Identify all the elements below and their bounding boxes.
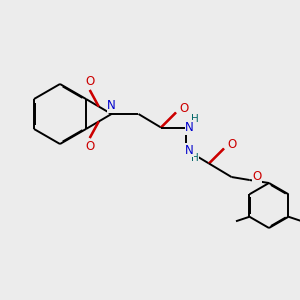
Text: O: O bbox=[252, 170, 262, 183]
Text: N: N bbox=[185, 121, 194, 134]
Text: O: O bbox=[228, 138, 237, 152]
Text: O: O bbox=[85, 75, 94, 88]
Text: H: H bbox=[191, 114, 199, 124]
Text: O: O bbox=[85, 140, 94, 153]
Text: H: H bbox=[191, 153, 199, 164]
Text: O: O bbox=[180, 102, 189, 116]
Text: N: N bbox=[107, 99, 116, 112]
Text: N: N bbox=[185, 143, 194, 157]
